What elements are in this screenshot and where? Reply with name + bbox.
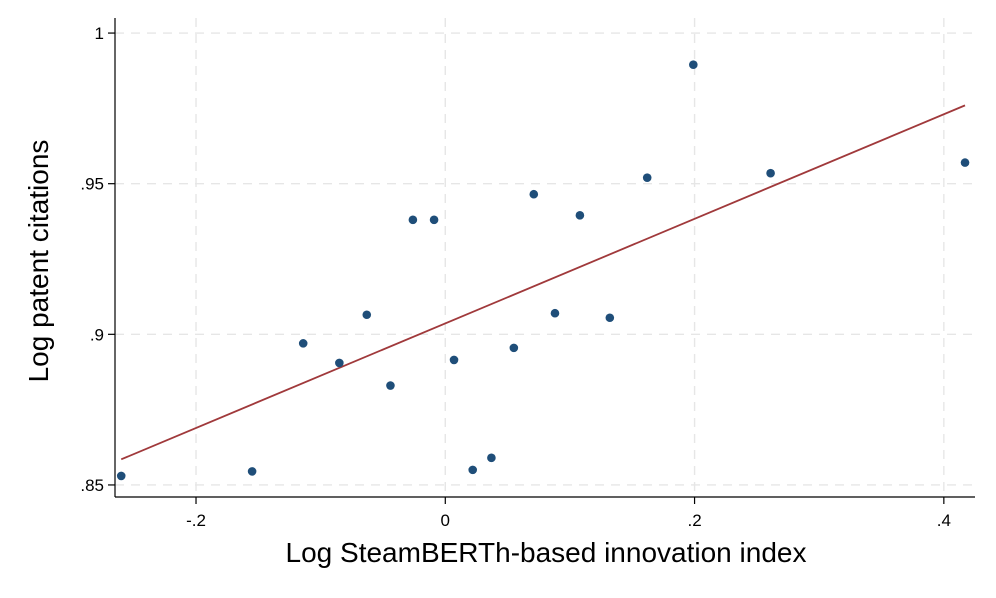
x-tick-label: 0 — [441, 511, 450, 530]
x-axis-title: Log SteamBERTh-based innovation index — [286, 537, 807, 568]
data-point — [116, 471, 126, 481]
y-tick-label: 1 — [95, 24, 104, 43]
data-point — [550, 308, 560, 318]
data-point — [468, 465, 478, 475]
data-point — [335, 358, 344, 368]
data-point — [487, 453, 496, 463]
data-point — [408, 215, 418, 225]
x-tick-label: -.2 — [186, 511, 206, 530]
data-point — [449, 355, 459, 365]
data-point — [766, 168, 775, 178]
x-tick-label: .2 — [687, 511, 701, 530]
axes: .85 .9 .95 1 -.2 0 .2 .4 — [80, 18, 975, 530]
data-point — [386, 381, 395, 390]
data-point — [429, 215, 439, 225]
data-point — [298, 339, 308, 348]
fitted-line — [120, 104, 966, 461]
data-point — [960, 158, 970, 167]
data-point — [605, 313, 615, 323]
y-tick-label: .9 — [90, 325, 104, 344]
data-point — [689, 60, 698, 69]
data-point — [362, 310, 372, 320]
data-point — [529, 189, 539, 199]
data-point — [642, 173, 652, 182]
data-point — [575, 211, 585, 220]
x-tick-label: .4 — [937, 511, 951, 530]
data-point — [247, 467, 257, 476]
fit-line-layer — [120, 104, 966, 461]
y-tick-label: .85 — [80, 476, 104, 495]
y-tick-label: .95 — [80, 175, 104, 194]
data-points — [116, 60, 970, 481]
y-axis-title: Log patent citations — [23, 140, 54, 383]
data-point — [509, 343, 519, 353]
